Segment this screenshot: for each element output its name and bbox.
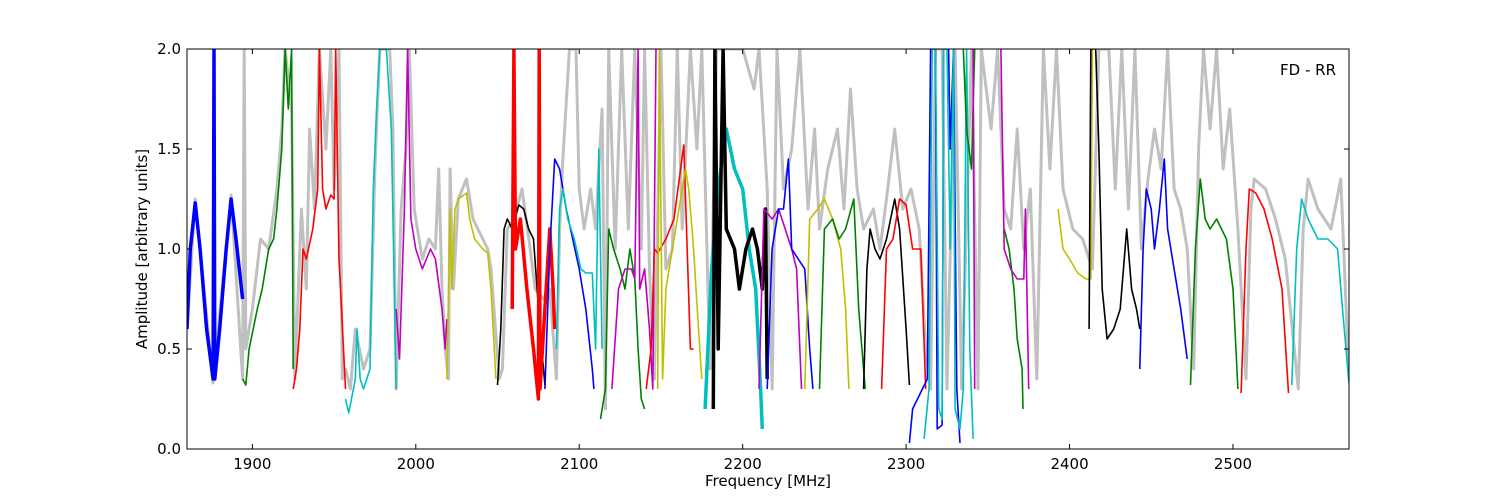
y-tick-label: 0.5 <box>157 340 181 358</box>
y-tick-label: 2.0 <box>157 40 181 58</box>
series-segment-23 <box>923 49 974 440</box>
series-segment-26 <box>1003 228 1024 410</box>
y-axis-label: Amplitude [arbitrary units] <box>133 149 151 349</box>
x-tick-label: 2300 <box>887 455 925 473</box>
series-segment-21 <box>880 198 927 390</box>
y-tick-label: 1.5 <box>157 140 181 158</box>
series-segment-30 <box>1139 158 1188 370</box>
series-segment-16 <box>758 208 803 390</box>
series-segment-18 <box>804 198 850 390</box>
x-tick-label: 2200 <box>724 455 762 473</box>
x-tick-label: 2400 <box>1050 455 1088 473</box>
series-segment-33 <box>1291 198 1349 386</box>
series-segment-32 <box>1240 188 1290 394</box>
plot-traces <box>187 49 1349 444</box>
series-segment-3 <box>344 49 397 414</box>
series-segment-4 <box>395 49 448 360</box>
x-tick-label: 2000 <box>397 455 435 473</box>
y-tick-label: 0.0 <box>157 440 181 458</box>
series-segment-6 <box>496 204 546 386</box>
series-segment-27 <box>1000 49 1030 390</box>
x-tick-label: 2100 <box>560 455 598 473</box>
series-segment-28 <box>1057 49 1094 280</box>
x-axis-label: Frequency [MHz] <box>705 472 831 490</box>
series-segment-13 <box>656 49 703 390</box>
series-segment-7 <box>510 49 557 401</box>
series-segment-2 <box>292 49 347 390</box>
x-tick-label: 2500 <box>1214 455 1252 473</box>
axis-ticks: 1900 2000 2100 2200 2300 2400 2500 0.0 0.5 1.0 1.5… <box>157 40 1349 473</box>
series-segment-5 <box>446 192 497 380</box>
series-segment-25 <box>972 49 976 390</box>
series-segment-20 <box>862 198 911 390</box>
series-segment-9 <box>555 148 603 350</box>
x-tick-label: 1900 <box>233 455 271 473</box>
annotation-label: FD - RR <box>1280 61 1336 79</box>
series-segment-29 <box>1088 49 1141 340</box>
series-segment-1 <box>241 49 295 386</box>
series-segment-12 <box>645 144 694 390</box>
series-segment-19 <box>818 198 866 390</box>
y-tick-label: 1.0 <box>157 240 181 258</box>
series-segment-31 <box>1189 178 1239 390</box>
series-segment-0 <box>187 49 245 381</box>
series-segment-10 <box>599 228 646 420</box>
